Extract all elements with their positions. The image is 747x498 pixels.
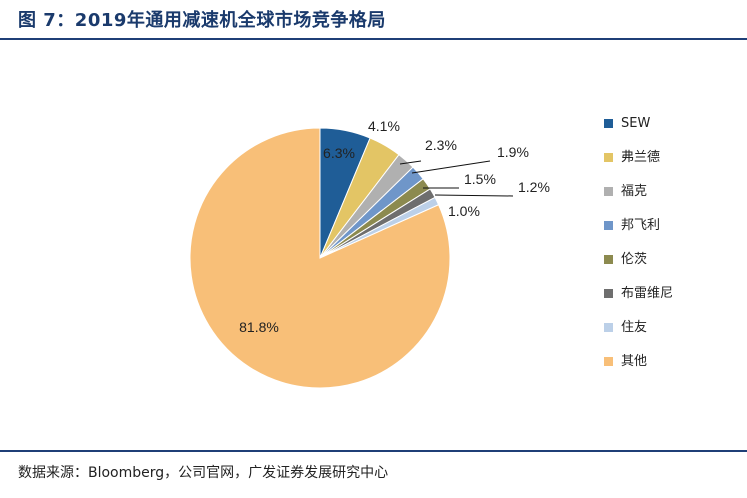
pie-slice-others bbox=[189, 127, 451, 389]
data-label-others: 81.8% bbox=[239, 319, 279, 335]
data-label-lenze: 1.5% bbox=[464, 171, 496, 187]
legend-label: 布雷维尼 bbox=[621, 286, 674, 301]
figure-title: 图 7：2019年通用减速机全球市场竞争格局 bbox=[18, 10, 386, 31]
leader-line-falk bbox=[399, 160, 422, 165]
legend-swatch bbox=[604, 255, 613, 264]
legend-label: SEW bbox=[621, 116, 651, 131]
legend-swatch bbox=[604, 153, 613, 162]
legend-swatch bbox=[604, 289, 613, 298]
legend-swatch bbox=[604, 221, 613, 230]
legend-swatch bbox=[604, 119, 613, 128]
legend-label: 邦飞利 bbox=[621, 218, 661, 233]
legend-swatch bbox=[604, 187, 613, 196]
data-label-bonfiglioli: 1.9% bbox=[497, 144, 529, 160]
data-label-brevini: 1.2% bbox=[518, 179, 550, 195]
title-bar: 图 7：2019年通用减速机全球市场竞争格局 bbox=[0, 0, 747, 40]
data-label-sew: 6.3% bbox=[323, 145, 355, 161]
data-label-falk: 2.3% bbox=[425, 137, 457, 153]
pie-chart: 6.3% 4.1% 2.3% 1.9%1.5% 1.2% 1.0% 81.8% bbox=[189, 118, 550, 389]
footer-divider bbox=[0, 450, 747, 452]
legend-label: 其他 bbox=[621, 354, 648, 369]
legend-label: 伦茨 bbox=[621, 252, 648, 267]
data-source: 数据来源：Bloomberg，公司官网，广发证券发展研究中心 bbox=[18, 465, 389, 481]
legend-label: 住友 bbox=[621, 320, 648, 335]
legend-swatch bbox=[604, 357, 613, 366]
legend-label: 弗兰德 bbox=[621, 150, 661, 165]
legend-label: 福克 bbox=[621, 184, 648, 199]
data-label-sumitomo: 1.0% bbox=[448, 203, 480, 219]
data-label-flender: 4.1% bbox=[368, 118, 400, 134]
legend-swatch bbox=[604, 323, 613, 332]
leader-line-brevini bbox=[434, 194, 514, 197]
leader-line-bonfiglioli bbox=[411, 160, 491, 174]
